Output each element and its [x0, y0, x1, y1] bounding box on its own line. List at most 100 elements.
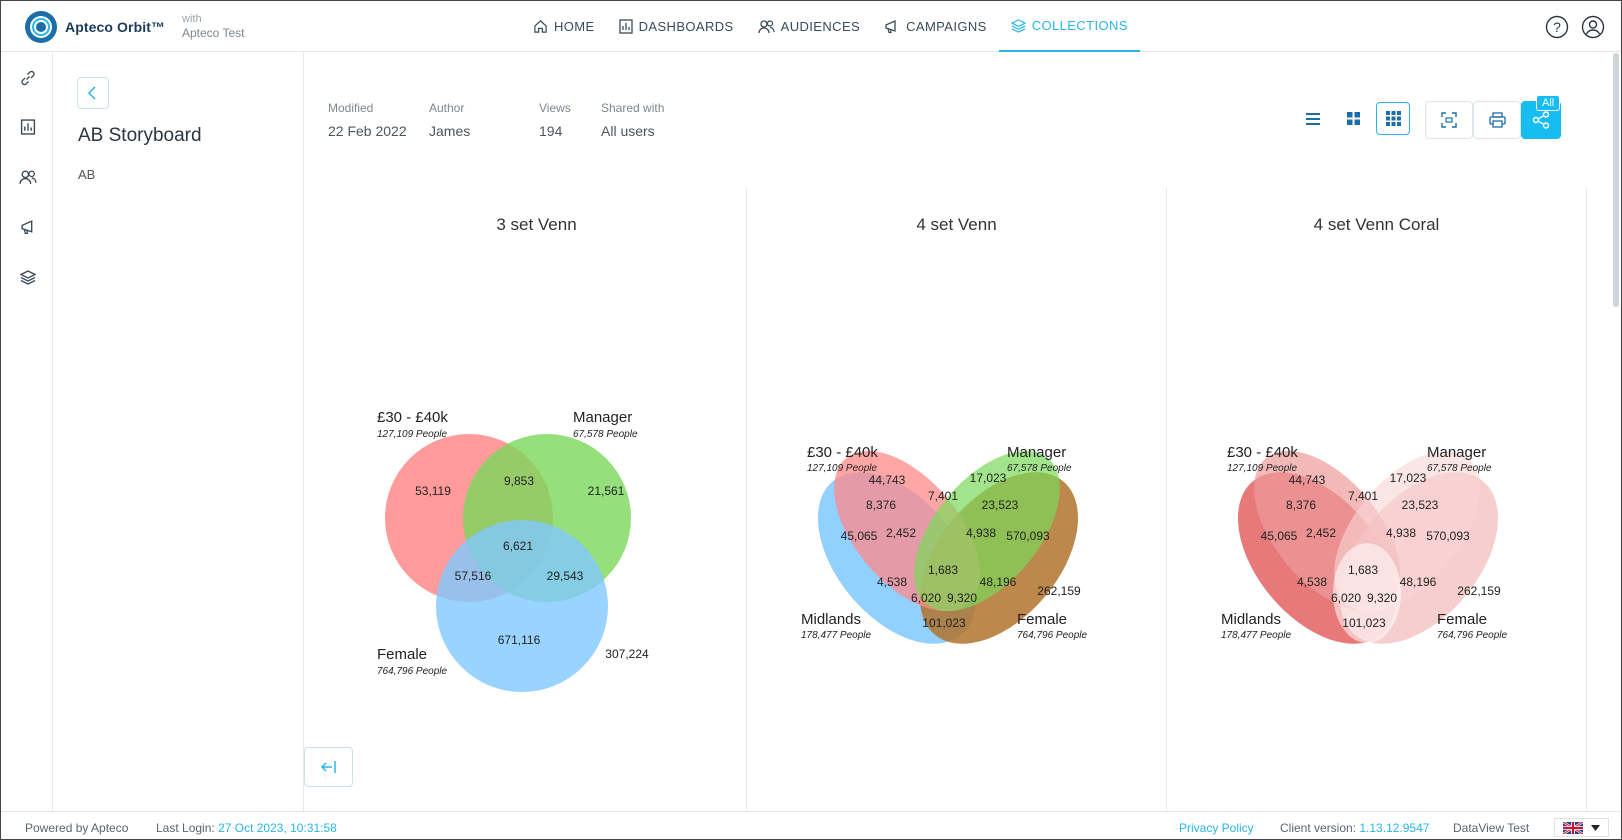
venn4c-set-d-label: Female [1437, 611, 1487, 628]
nav-home[interactable]: HOME [521, 1, 607, 52]
dashboards-rail-icon[interactable] [18, 117, 38, 137]
venn4c-r4: 8,376 [1286, 498, 1316, 512]
footer: Powered by Apteco Last Login: 27 Oct 202… [1, 811, 1621, 839]
dataview-name: DataView Test [1453, 821, 1530, 835]
collapse-panel-button[interactable] [304, 747, 353, 787]
venn4-r1: 44,743 [869, 473, 906, 487]
client-version: Client version: 1.13.12.9547 [1280, 821, 1429, 835]
venn4-r10: 1,683 [928, 563, 958, 577]
chart-panel-4-set-venn-coral: 4 set Venn Coral 44,743 17,023 7,401 8,3… [1167, 188, 1587, 811]
grid-2-view-button[interactable] [1336, 102, 1370, 135]
top-right-tools: ? [1545, 15, 1605, 39]
top-bar: Apteco Orbit™ with Apteco Test HOME DASH… [1, 1, 1621, 52]
venn4-r4: 8,376 [866, 498, 896, 512]
audiences-rail-icon[interactable] [18, 167, 38, 187]
collections-rail-icon[interactable] [18, 267, 38, 287]
storyboard-info-panel: AB Storyboard AB [53, 52, 304, 812]
nav-audiences[interactable]: AUDIENCES [746, 1, 872, 52]
venn4c-set-c-label: Midlands [1221, 611, 1281, 628]
venn4-set-a-label: £30 - £40k [807, 444, 878, 461]
venn4c-set-c-size: 178,477 People [1221, 630, 1292, 641]
uk-flag-icon [1563, 821, 1583, 834]
shared-value: All users [601, 123, 655, 139]
chart-title: 4 set Venn [916, 215, 997, 234]
venn4c-r11: 4,538 [1297, 575, 1327, 589]
fullscreen-icon [1441, 112, 1457, 128]
venn4-set-d-size: 764,796 People [1017, 630, 1088, 641]
venn-set-c-label: Female [377, 646, 427, 663]
venn4-r6: 45,065 [841, 529, 878, 543]
nav-collections-label: COLLECTIONS [1031, 18, 1128, 33]
orbit-logo-icon [25, 11, 57, 43]
list-view-button[interactable] [1296, 102, 1330, 135]
audiences-icon [757, 20, 775, 34]
meta-shared: Shared with All users [601, 101, 664, 139]
campaigns-icon [885, 19, 896, 34]
venn4-set-d-label: Female [1017, 611, 1067, 628]
venn-region-c: 671,116 [498, 633, 541, 647]
language-selector[interactable] [1554, 818, 1609, 837]
shared-label: Shared with [601, 101, 665, 115]
modified-value: 22 Feb 2022 [328, 123, 407, 139]
brand-name: Apteco Orbit™ [65, 19, 166, 35]
venn-center-highlight [1333, 543, 1401, 643]
with-label: with [182, 13, 202, 25]
last-login-label: Last Login: [156, 821, 215, 835]
views-label: Views [539, 101, 571, 115]
grid-3-view-button[interactable] [1376, 102, 1410, 135]
venn-region-bc: 29,543 [547, 569, 584, 583]
venn4c-r10: 1,683 [1348, 563, 1378, 577]
chart-panel-3-set-venn: 3 set Venn 53,119 21,561 671,116 9,853 5… [327, 188, 747, 811]
scrollbar[interactable] [1613, 53, 1619, 307]
campaigns-rail-icon[interactable] [18, 217, 38, 237]
venn-chart-4-set-coral: 44,743 17,023 7,401 8,376 23,523 45,065 … [1221, 444, 1508, 644]
venn4-set-c-size: 178,477 People [801, 630, 872, 641]
venn4-set-a-size: 127,109 People [807, 463, 878, 474]
venn4-set-b-size: 67,578 People [1007, 463, 1072, 474]
venn-set-a-label: £30 - £40k [377, 409, 448, 426]
venn-chart-4-set: 44,743 17,023 7,401 8,376 23,523 45,065 … [801, 425, 1088, 644]
meta-views: Views 194 [539, 101, 571, 139]
venn4c-r8: 4,938 [1386, 526, 1416, 540]
fullscreen-button[interactable] [1425, 101, 1473, 139]
help-icon[interactable]: ? [1545, 15, 1569, 39]
venn4-r8: 4,938 [966, 526, 996, 540]
nav-dashboards-label: DASHBOARDS [638, 19, 734, 34]
back-button[interactable] [77, 77, 109, 109]
venn4c-r9: 570,093 [1426, 529, 1470, 543]
chart-panel-4-set-venn: 4 set Venn 44,743 17,023 7,401 8,376 23,… [747, 188, 1167, 811]
link-icon[interactable] [18, 68, 38, 88]
venn4c-outside: 262,159 [1457, 584, 1501, 598]
author-value: James [429, 123, 471, 139]
venn-set-c[interactable] [436, 520, 608, 692]
venn4-r5: 23,523 [982, 498, 1019, 512]
collapse-left-icon [320, 761, 336, 773]
modified-label: Modified [328, 101, 374, 115]
venn4-set-c-label: Midlands [801, 611, 861, 628]
print-button[interactable] [1473, 101, 1521, 139]
venn4c-set-b-label: Manager [1427, 444, 1486, 461]
nav-audiences-label: AUDIENCES [780, 19, 861, 34]
share-icon [1532, 111, 1550, 129]
nav-collections[interactable]: COLLECTIONS [998, 1, 1140, 52]
brand-logo[interactable]: Apteco Orbit™ [25, 11, 165, 43]
venn4-r7: 2,452 [886, 526, 916, 540]
user-profile-icon[interactable] [1581, 15, 1605, 39]
nav-campaigns-label: CAMPAIGNS [906, 19, 987, 34]
venn4c-r3: 7,401 [1348, 489, 1378, 503]
grid-3-icon [1385, 111, 1401, 126]
venn-set-manager[interactable] [886, 425, 1088, 637]
venn4c-r2: 17,023 [1390, 471, 1427, 485]
nav-dashboards[interactable]: DASHBOARDS [607, 1, 746, 52]
chevron-left-icon [87, 86, 96, 100]
author-label: Author [429, 101, 465, 115]
venn4c-r1: 44,743 [1289, 473, 1326, 487]
main-nav: HOME DASHBOARDS AUDIENCES CAMPAIGNS COLL… [521, 1, 1140, 52]
nav-campaigns[interactable]: CAMPAIGNS [872, 1, 999, 52]
venn4-r12: 48,196 [980, 575, 1017, 589]
privacy-policy-link[interactable]: Privacy Policy [1179, 821, 1254, 835]
venn-set-b-label: Manager [573, 409, 632, 426]
venn-region-b: 21,561 [588, 484, 625, 498]
venn4-r11: 4,538 [877, 575, 907, 589]
